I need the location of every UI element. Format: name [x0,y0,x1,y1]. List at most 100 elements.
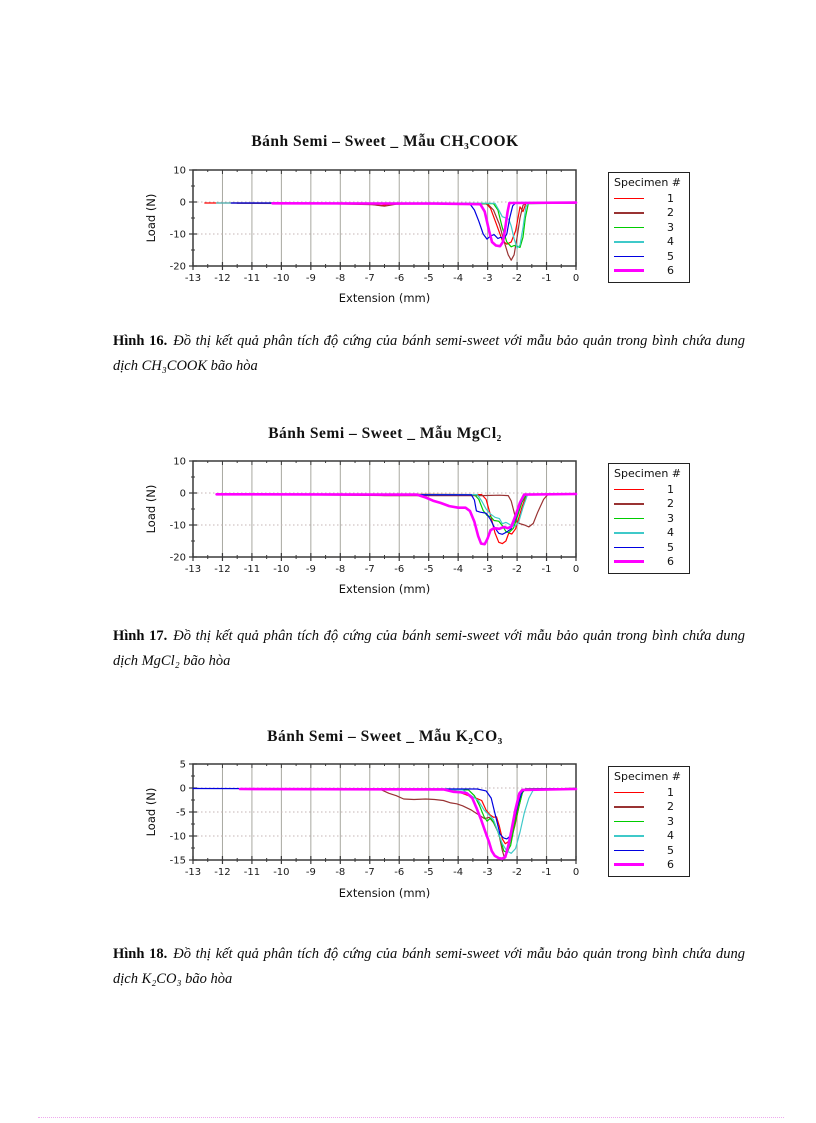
svg-text:-4: -4 [453,564,463,575]
svg-text:-12: -12 [214,273,230,284]
legend-line-swatch [614,212,644,214]
svg-text:-10: -10 [273,564,289,575]
svg-text:-5: -5 [424,564,434,575]
svg-text:-3: -3 [483,564,493,575]
y-axis-label: Load (N) [144,484,158,534]
legend-line-swatch [614,791,644,793]
svg-text:-20: -20 [170,262,186,273]
svg-text:0: 0 [180,489,186,500]
svg-text:-1: -1 [542,867,552,878]
svg-text:0: 0 [180,198,186,209]
legend-label: 2 [667,800,674,814]
figure-caption: Hình 17. Đồ thị kết quả phân tích độ cứng… [113,624,745,674]
svg-text:0: 0 [180,784,186,795]
x-axis-label: Extension (mm) [338,291,431,305]
legend-label: 6 [667,555,674,569]
y-axis-label: Load (N) [144,193,158,243]
svg-text:-8: -8 [335,867,345,878]
legend-entry: 2 [614,497,684,512]
legend-label: 6 [667,858,674,872]
legend-line-swatch [614,863,644,867]
legend-line-swatch [614,532,644,534]
legend-line-swatch [614,226,644,228]
caption-text: Đồ thị kết quả phân tích độ cứng của bán… [113,628,745,669]
svg-text:0: 0 [573,273,579,284]
legend-label: 4 [667,526,674,540]
svg-text:-20: -20 [170,553,186,564]
svg-text:-7: -7 [365,867,375,878]
legend-entry: 6 [614,264,684,279]
svg-text:-10: -10 [273,867,289,878]
legend-line-swatch [614,806,644,808]
legend-title: Specimen # [614,770,682,783]
svg-text:0: 0 [573,867,579,878]
svg-text:-10: -10 [170,230,186,241]
legend-title: Specimen # [614,467,682,480]
legend-entry: 1 [614,482,684,497]
legend-label: 2 [667,497,674,511]
svg-text:0: 0 [573,564,579,575]
legend-label: 1 [667,785,674,799]
legend-label: 5 [667,249,674,263]
legend-entry: 5 [614,540,684,555]
svg-text:10: 10 [173,457,186,468]
svg-text:-10: -10 [170,521,186,532]
svg-text:-2: -2 [512,564,522,575]
legend-label: 1 [667,191,674,205]
svg-text:-9: -9 [306,564,316,575]
svg-text:-12: -12 [214,564,230,575]
legend-entry: 1 [614,785,684,800]
legend-entry: 3 [614,511,684,526]
svg-text:-9: -9 [306,867,316,878]
legend-line-swatch [614,269,644,273]
legend-label: 3 [667,220,674,234]
legend-entry: 3 [614,814,684,829]
svg-text:-10: -10 [170,832,186,843]
page-boundary-marker [38,1117,784,1118]
figure-caption: Hình 18. Đồ thị kết quả phân tích độ cứng… [113,942,745,992]
caption-text: Đồ thị kết quả phân tích độ cứng của bán… [113,946,745,987]
legend-entry: 2 [614,800,684,815]
legend-line-swatch [614,560,644,564]
svg-text:-5: -5 [176,808,186,819]
svg-text:-11: -11 [244,867,260,878]
svg-text:-7: -7 [365,273,375,284]
legend-line-swatch [614,241,644,243]
legend-label: 5 [667,540,674,554]
svg-text:-4: -4 [453,867,463,878]
legend-label: 6 [667,264,674,278]
svg-text:-6: -6 [394,564,404,575]
legend-entry: 5 [614,249,684,264]
svg-text:-1: -1 [542,564,552,575]
legend-line-swatch [614,197,644,199]
legend-entry: 2 [614,206,684,221]
legend-entry: 5 [614,843,684,858]
legend-entry: 1 [614,191,684,206]
figure-caption: Hình 16. Đồ thị kết quả phân tích độ cứng… [113,329,745,379]
x-axis-label: Extension (mm) [338,582,431,596]
y-axis-label: Load (N) [144,787,158,837]
legend-label: 1 [667,482,674,496]
legend-label: 3 [667,511,674,525]
legend-line-swatch [614,488,644,490]
svg-text:-13: -13 [185,564,201,575]
svg-text:-5: -5 [424,867,434,878]
svg-text:-9: -9 [306,273,316,284]
legend-line-swatch [614,835,644,837]
legend-line-swatch [614,517,644,519]
legend-label: 4 [667,235,674,249]
legend-line-swatch [614,820,644,822]
svg-text:-3: -3 [483,867,493,878]
svg-text:10: 10 [173,166,186,177]
load-extension-chart-k2co3: -13 -12 -11 -10 -9 -8 -7 -6 -5 -4 -3 -2 -1 050-5-10-1… [170,760,580,879]
x-axis-label: Extension (mm) [338,886,431,900]
legend-label: 3 [667,814,674,828]
legend-entry: 4 [614,235,684,250]
caption-label: Hình 16. [113,333,168,349]
